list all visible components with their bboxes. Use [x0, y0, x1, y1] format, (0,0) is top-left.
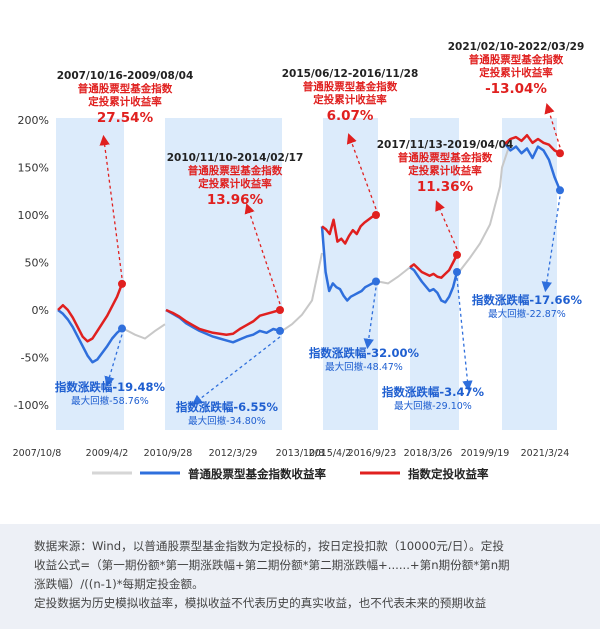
period-4-index-change: 指数涨跌幅-3.47% [381, 385, 485, 399]
x-tick-label: 2012/3/29 [209, 448, 258, 459]
period-3-range: 2015/06/12-2016/11/28 [281, 68, 419, 80]
period-2-index-change: 指数涨跌幅-6.55% [175, 400, 279, 414]
index-end-marker [372, 277, 380, 286]
period-1-dca-return: 27.54% [96, 110, 154, 126]
period-4-dca-return: 11.36% [416, 179, 474, 195]
period-3-index-change: 指数涨跌幅-32.00% [308, 346, 420, 360]
period-2-label-2: 定投累计收益率 [198, 178, 272, 190]
blue-arrow-period-1 [104, 334, 123, 387]
period-1-annotation: 2007/10/16-2009/08/04 普通股票型基金指数 定投累计收益率 … [45, 70, 205, 127]
chart: 200% 150% 100% 50% 0% -50% -100% 2007/10/8 2009… [13, 103, 570, 481]
y-tick-label: 100% [18, 209, 49, 222]
red-arrow-period-5 [544, 103, 561, 148]
period-1-drawdown: 最大回撤-58.76% [71, 396, 149, 407]
footnote-line-4: 定投数据为历史模拟收益率，模拟收益不代表历史的真实收益，也不代表未来的预期收益 [34, 596, 487, 610]
period-band-2 [165, 118, 282, 430]
period-2-index-annotation: 指数涨跌幅-6.55% 最大回撤-34.80% [152, 400, 302, 428]
period-5-drawdown: 最大回撤-22.87% [488, 309, 566, 320]
period-4-range: 2017/11/13-2019/04/04 [376, 139, 514, 151]
period-3-dca-return: 6.07% [326, 108, 374, 124]
index-line-period-5 [504, 142, 562, 191]
index-end-marker [453, 268, 461, 276]
index-end-marker [276, 326, 284, 335]
y-tick-label: -100% [14, 399, 49, 412]
gray-index-segment-4 [458, 143, 511, 273]
blue-arrow-period-4 [456, 277, 473, 392]
period-2-drawdown: 最大回撤-34.80% [188, 416, 266, 427]
dca-end-marker [556, 149, 564, 158]
index-line-period-3 [320, 226, 377, 302]
red-arrow-period-4 [435, 200, 458, 250]
period-5-dca-return: -13.04% [485, 81, 547, 97]
footnote-line-2: 收益公式=（第一期份额*第一期涨跌幅+第二期份额*第二期涨跌幅+......+第… [34, 558, 510, 572]
dca-line-period-5 [504, 133, 561, 155]
period-5-index-change: 指数涨跌幅-17.66% [471, 293, 583, 307]
period-3-drawdown: 最大回撤-48.47% [325, 362, 403, 373]
x-tick-label: 2021/3/24 [521, 448, 570, 459]
gray-index-segment-2 [281, 252, 323, 332]
period-2-dca-return: 13.96% [206, 192, 264, 208]
period-4-annotation: 2017/11/13-2019/04/04 普通股票型基金指数 定投累计收益率 … [365, 139, 525, 196]
red-arrow-period-1 [99, 134, 123, 278]
period-2-label-1: 普通股票型基金指数 [187, 165, 283, 177]
period-1-index-change: 指数涨跌幅-19.48% [54, 380, 166, 394]
period-5-label-1: 普通股票型基金指数 [468, 54, 564, 66]
index-line-period-1 [57, 309, 123, 364]
dca-line-period-4 [409, 254, 459, 279]
legend-label-index: 普通股票型基金指数收益率 [188, 467, 326, 481]
period-3-annotation: 2015/06/12-2016/11/28 普通股票型基金指数 定投累计收益率 … [270, 68, 430, 125]
x-tick-label: 2015/4/2 [309, 448, 352, 459]
period-4-label-1: 普通股票型基金指数 [397, 152, 493, 164]
index-end-marker [556, 186, 564, 195]
y-tick-label: 150% [18, 162, 49, 175]
period-3-index-annotation: 指数涨跌幅-32.00% 最大回撤-48.47% [284, 346, 444, 374]
y-tick-label: -50% [21, 352, 49, 365]
x-tick-label: 2007/10/8 [13, 448, 62, 459]
period-3-label-2: 定投累计收益率 [313, 94, 387, 106]
index-line-period-2 [165, 308, 281, 344]
dca-end-marker [118, 279, 126, 288]
dca-line-period-2 [165, 308, 281, 336]
period-4-label-2: 定投累计收益率 [408, 165, 482, 177]
dca-line-period-3 [321, 213, 377, 245]
x-tick-label: 2009/4/2 [86, 448, 129, 459]
dca-end-marker [453, 250, 461, 259]
period-5-label-2: 定投累计收益率 [479, 67, 553, 79]
y-tick-label: 200% [18, 114, 49, 127]
period-5-index-annotation: 指数涨跌幅-17.66% 最大回撤-22.87% [452, 293, 600, 321]
footnote-line-3: 涨跌幅）/((n-1)*每期定投金额。 [34, 577, 204, 591]
period-band-3 [323, 118, 378, 430]
x-tick-label: 2019/9/19 [461, 448, 510, 459]
period-1-label-2: 定投累计收益率 [88, 96, 162, 108]
index-end-marker [118, 324, 126, 333]
index-line-period-4 [409, 266, 459, 304]
x-tick-label: 2010/9/28 [144, 448, 193, 459]
y-tick-label: 50% [25, 257, 49, 270]
footnote-line-1: 数据来源：Wind，以普通股票型基金指数为定投标的，按日定投扣款（10000元/… [34, 539, 504, 553]
dca-line-period-1 [57, 283, 124, 343]
period-5-range: 2021/02/10-2022/03/29 [447, 41, 585, 53]
dca-end-marker [372, 211, 380, 219]
legend-label-dca: 指数定投收益率 [408, 467, 489, 481]
period-3-label-1: 普通股票型基金指数 [302, 81, 398, 93]
red-arrow-period-3 [346, 133, 377, 210]
dca-end-marker [276, 306, 284, 314]
period-2-annotation: 2010/11/10-2014/02/17 普通股票型基金指数 定投累计收益率 … [150, 152, 320, 209]
period-1-range: 2007/10/16-2009/08/04 [56, 70, 194, 82]
footnote: 数据来源：Wind，以普通股票型基金指数为定投标的，按日定投扣款（10000元/… [0, 524, 600, 629]
y-tick-label: 0% [32, 304, 49, 317]
period-2-range: 2010/11/10-2014/02/17 [166, 152, 304, 164]
period-5-annotation: 2021/02/10-2022/03/29 普通股票型基金指数 定投累计收益率 … [432, 41, 600, 98]
period-4-index-annotation: 指数涨跌幅-3.47% 最大回撤-29.10% [358, 385, 508, 413]
x-tick-label: 2016/9/23 [348, 448, 397, 459]
x-tick-label: 2013/10/8 [276, 448, 325, 459]
period-1-index-annotation: 指数涨跌幅-19.48% 最大回撤-58.76% [35, 380, 185, 408]
red-arrow-period-2 [244, 203, 281, 305]
x-tick-label: 2018/3/26 [404, 448, 453, 459]
period-4-drawdown: 最大回撤-29.10% [394, 401, 472, 412]
gray-index-segment-1 [123, 323, 166, 340]
gray-index-segment-3 [377, 266, 411, 285]
period-1-label-1: 普通股票型基金指数 [77, 83, 173, 95]
